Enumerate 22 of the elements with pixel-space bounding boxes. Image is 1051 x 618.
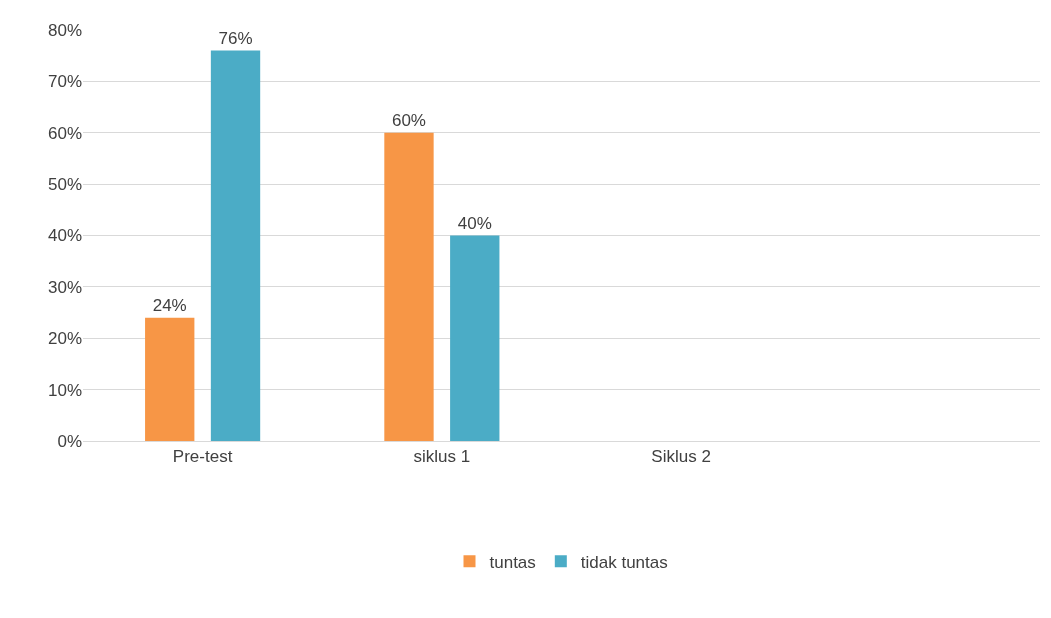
y-tick-label: 60% — [47, 123, 82, 143]
x-tick-label: Pre-test — [172, 447, 233, 467]
y-tick-label: 30% — [47, 277, 82, 297]
legend-label: tuntas — [489, 552, 536, 572]
y-tick-label: 40% — [47, 226, 82, 246]
y-tick-label: 80% — [47, 20, 82, 40]
bar — [145, 317, 195, 441]
y-tick-label: 50% — [47, 175, 82, 195]
bar — [210, 50, 261, 441]
data-label: 60% — [391, 110, 426, 130]
y-tick-label: 10% — [47, 380, 82, 400]
y-tick-label: 20% — [47, 329, 82, 349]
bar — [450, 235, 500, 441]
data-label: 24% — [152, 295, 187, 315]
x-tick-label: Siklus 2 — [651, 447, 711, 467]
y-tick-label: 70% — [47, 72, 82, 92]
legend-label: tidak tuntas — [580, 552, 668, 572]
data-label: 40% — [457, 213, 492, 233]
bar — [384, 132, 434, 441]
x-tick-label: siklus 1 — [413, 447, 471, 467]
y-tick-label: 0% — [57, 431, 82, 451]
data-label: 76% — [218, 28, 253, 48]
